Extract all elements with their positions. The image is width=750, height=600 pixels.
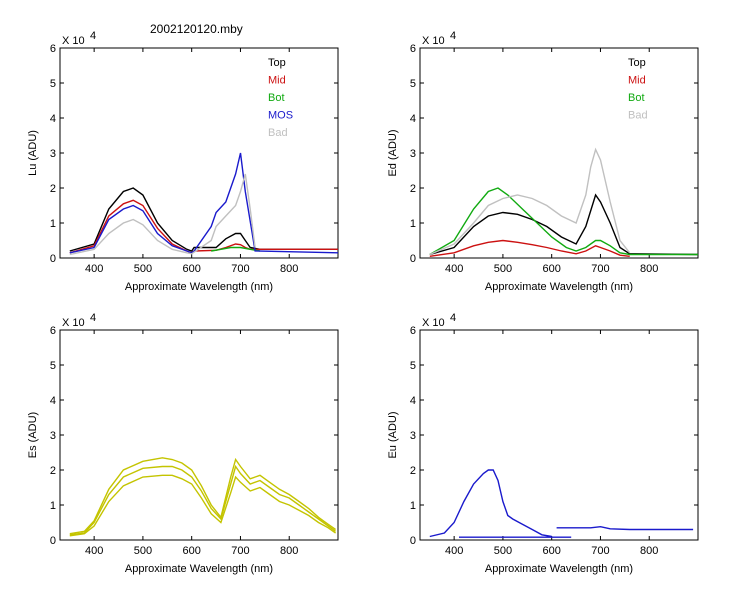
series-line-es-1 — [69, 474, 337, 537]
legend-entry-bad: Bad — [268, 127, 288, 139]
y-tick-label: 2 — [50, 465, 56, 477]
x-tick-label: 600 — [543, 263, 561, 275]
series-line-eu-2 — [556, 525, 694, 531]
x-tick-label: 500 — [134, 545, 152, 557]
x-tick-label: 400 — [445, 263, 463, 275]
x-tick-label: 800 — [280, 263, 298, 275]
y-tick-label: 4 — [410, 395, 416, 407]
y-tick-label: 1 — [410, 500, 416, 512]
y-tick-label: 6 — [50, 325, 56, 337]
x-tick-label: 700 — [231, 545, 249, 557]
legend-entry-bot: Bot — [268, 92, 285, 104]
y-tick-label: 6 — [410, 325, 416, 337]
y-tick-label: 3 — [50, 148, 56, 160]
y-tick-label: 2 — [410, 183, 416, 195]
x-tick-label: 400 — [445, 545, 463, 557]
y-tick-label: 1 — [410, 218, 416, 230]
y-axis-label: Ed (ADU) — [387, 129, 399, 176]
series-line-bot — [429, 187, 698, 256]
x-tick-label: 700 — [591, 263, 609, 275]
series-line-eu-0 — [429, 469, 552, 538]
y-tick-label: 0 — [50, 535, 56, 547]
plot-frame — [419, 329, 699, 541]
y-tick-label: 3 — [410, 148, 416, 160]
y-axis-label: Lu (ADU) — [27, 130, 39, 176]
y-tick-label: 0 — [410, 253, 416, 265]
x-tick-label: 700 — [231, 263, 249, 275]
y-multiplier-exponent: 4 — [90, 30, 96, 42]
chart-panel-lu: 0 1 2 3 4 5 6 400 500 600 700 800 X 10 4 Approximate W… — [27, 30, 339, 293]
series-line-mid — [429, 239, 630, 257]
y-tick-label: 5 — [50, 78, 56, 90]
y-tick-label: 4 — [50, 113, 56, 125]
x-tick-label: 500 — [494, 263, 512, 275]
x-axis-label: Approximate Wavelength (nm) — [485, 281, 633, 293]
y-multiplier-exponent: 4 — [450, 312, 456, 324]
y-axis-label: Eu (ADU) — [387, 411, 399, 458]
plot-frame — [419, 47, 699, 259]
x-tick-label: 400 — [85, 545, 103, 557]
legend-entry-top: Top — [268, 57, 286, 69]
y-multiplier-label: X 10 — [422, 35, 445, 47]
y-tick-label: 1 — [50, 218, 56, 230]
y-tick-label: 2 — [410, 465, 416, 477]
legend-entry-mid: Mid — [628, 75, 646, 87]
series-line-es-2 — [69, 457, 337, 535]
series-line-top — [429, 193, 699, 256]
x-tick-label: 500 — [494, 545, 512, 557]
x-axis-label: Approximate Wavelength (nm) — [125, 281, 273, 293]
y-tick-label: 3 — [410, 430, 416, 442]
y-multiplier-exponent: 4 — [450, 30, 456, 42]
x-tick-label: 800 — [280, 545, 298, 557]
y-tick-label: 0 — [410, 535, 416, 547]
x-tick-label: 600 — [183, 545, 201, 557]
y-multiplier-exponent: 4 — [90, 312, 96, 324]
series-line-bad — [429, 147, 631, 256]
series-line-bot — [211, 246, 261, 252]
y-tick-label: 5 — [50, 360, 56, 372]
chart-panel-ed: 0 1 2 3 4 5 6 400 500 600 700 800 X 10 4 Approximate W… — [387, 30, 699, 293]
x-tick-label: 600 — [543, 545, 561, 557]
y-tick-label: 4 — [410, 113, 416, 125]
y-tick-label: 3 — [50, 430, 56, 442]
y-multiplier-label: X 10 — [62, 317, 85, 329]
y-tick-label: 5 — [410, 360, 416, 372]
x-axis-label: Approximate Wavelength (nm) — [125, 563, 273, 575]
series-line-bad — [69, 173, 256, 256]
x-tick-label: 600 — [183, 263, 201, 275]
x-tick-label: 800 — [640, 263, 658, 275]
figure-title: 2002120120.mby — [150, 22, 243, 36]
y-multiplier-label: X 10 — [62, 35, 85, 47]
y-tick-label: 1 — [50, 500, 56, 512]
legend-entry-bad: Bad — [628, 110, 648, 122]
series-line-top — [69, 187, 338, 252]
y-tick-label: 6 — [410, 43, 416, 55]
legend-entry-top: Top — [628, 57, 646, 69]
x-axis-label: Approximate Wavelength (nm) — [485, 563, 633, 575]
legend-entry-mid: Mid — [268, 75, 286, 87]
y-tick-label: 4 — [50, 395, 56, 407]
series-line-es-0 — [69, 464, 337, 536]
y-tick-label: 2 — [50, 183, 56, 195]
series-line-mos — [69, 152, 339, 254]
x-tick-label: 800 — [640, 545, 658, 557]
chart-panel-eu: 0 1 2 3 4 5 6 400 500 600 700 800 X 10 4 Approximate W… — [387, 312, 699, 575]
legend-entry-bot: Bot — [628, 92, 645, 104]
x-tick-label: 700 — [591, 545, 609, 557]
y-axis-label: Es (ADU) — [27, 412, 39, 458]
legend-entry-mos: MOS — [268, 110, 293, 122]
x-tick-label: 500 — [134, 263, 152, 275]
y-multiplier-label: X 10 — [422, 317, 445, 329]
x-tick-label: 400 — [85, 263, 103, 275]
y-tick-label: 0 — [50, 253, 56, 265]
y-tick-label: 6 — [50, 43, 56, 55]
chart-panel-es: 0 1 2 3 4 5 6 400 500 600 700 800 X 10 4 Approximate W… — [27, 312, 339, 575]
y-tick-label: 5 — [410, 78, 416, 90]
